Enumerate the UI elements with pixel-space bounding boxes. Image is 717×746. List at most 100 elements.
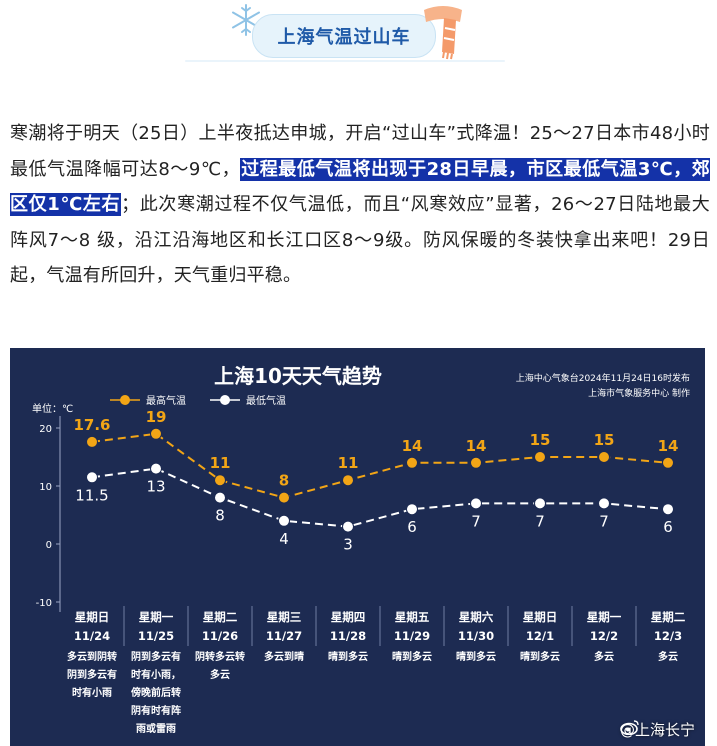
weather-description: 晴到多云 bbox=[392, 650, 432, 663]
data-label-low: 3 bbox=[343, 536, 353, 554]
x-tick-date: 12/3 bbox=[654, 629, 682, 643]
chart-title: 上海10天天气趋势 bbox=[214, 364, 382, 388]
page-title: 上海气温过山车 bbox=[252, 14, 436, 58]
x-tick-weekday: 星期六 bbox=[459, 610, 494, 624]
data-label-low: 7 bbox=[535, 512, 545, 530]
data-point-high bbox=[470, 456, 482, 469]
weather-description: 阴到多云有 bbox=[131, 650, 181, 663]
weather-chart-panel: 上海10天天气趋势 上海中心气象台2024年11月24日16时发布上海市气象服务中… bbox=[10, 348, 705, 746]
data-point-low bbox=[662, 503, 674, 516]
data-label-high: 14 bbox=[658, 437, 679, 455]
data-point-high bbox=[342, 474, 354, 487]
header-divider bbox=[185, 60, 505, 62]
weather-description: 阴到多云有 bbox=[67, 668, 117, 681]
data-point-high bbox=[662, 456, 674, 469]
data-point-high bbox=[86, 435, 98, 448]
weather-description: 晴到多云 bbox=[520, 650, 560, 663]
scarf-icon bbox=[424, 6, 462, 60]
data-label-high: 15 bbox=[594, 431, 615, 449]
weather-description: 晴到多云 bbox=[328, 650, 368, 663]
data-point-high bbox=[214, 474, 226, 487]
weather-description: 多云 bbox=[658, 650, 678, 663]
data-point-low bbox=[342, 520, 354, 533]
weather-description: 多云 bbox=[594, 650, 614, 663]
temperature-chart: 上海10天天气趋势 上海中心气象台2024年11月24日16时发布上海市气象服务中… bbox=[32, 364, 690, 735]
legend-marker bbox=[220, 395, 230, 405]
legend-marker bbox=[120, 395, 130, 405]
data-point-low bbox=[150, 462, 162, 475]
x-tick-weekday: 星期日 bbox=[523, 610, 558, 624]
paragraph-text-before: 寒潮将于明天（25日）上半夜抵达申城，开启“过山车”式降温！25～27日本市48… bbox=[10, 123, 710, 180]
x-tick-date: 11/26 bbox=[202, 629, 238, 643]
watermark: @上海长宁 bbox=[620, 719, 695, 740]
weather-description: 多云到晴 bbox=[264, 650, 304, 663]
x-tick-weekday: 星期五 bbox=[395, 610, 430, 624]
data-label-low: 8 bbox=[215, 507, 225, 525]
y-axis-unit-label: 单位：℃ bbox=[32, 402, 73, 415]
data-point-high bbox=[406, 456, 418, 469]
series-line-low bbox=[91, 467, 669, 528]
weather-description: 时有小雨 bbox=[72, 686, 112, 699]
legend-label: 最高气温 bbox=[146, 394, 186, 407]
series-line-high bbox=[91, 432, 669, 499]
data-point-low bbox=[534, 497, 546, 510]
weather-description: 雨或雷雨 bbox=[136, 722, 176, 735]
data-point-high bbox=[278, 491, 290, 504]
x-tick-date: 11/27 bbox=[266, 629, 302, 643]
data-label-low: 6 bbox=[407, 518, 417, 536]
data-label-low: 4 bbox=[279, 530, 289, 548]
y-tick-label: 20 bbox=[39, 424, 52, 435]
weather-description: 阴有时有阵 bbox=[131, 704, 181, 717]
weather-description: 晴到多云 bbox=[456, 650, 496, 663]
data-label-low: 7 bbox=[471, 512, 481, 530]
data-label-low: 13 bbox=[146, 478, 165, 496]
x-tick-date: 12/1 bbox=[526, 629, 554, 643]
data-label-high: 8 bbox=[279, 472, 289, 490]
weather-description: 傍晚前后转 bbox=[131, 686, 181, 699]
weather-description: 多云 bbox=[210, 668, 230, 681]
data-point-low bbox=[470, 497, 482, 510]
weather-description: 阴转多云转 bbox=[195, 650, 245, 663]
x-tick-weekday: 星期二 bbox=[203, 610, 238, 624]
paragraph-text-after: ；此次寒潮过程不仅气温低，而且“风寒效应”显著，26～27日陆地最大阵风7～8 … bbox=[10, 194, 710, 286]
x-tick-date: 11/24 bbox=[74, 629, 110, 643]
watermark-text: @上海长宁 bbox=[619, 721, 695, 739]
data-point-low bbox=[86, 471, 98, 484]
data-point-low bbox=[406, 503, 418, 516]
data-label-high: 17.6 bbox=[73, 416, 110, 434]
chart-source-line-1: 上海中心气象台2024年11月24日16时发布 bbox=[516, 372, 690, 384]
weather-description: 多云到阴转 bbox=[67, 650, 117, 663]
x-tick-weekday: 星期一 bbox=[587, 610, 622, 624]
x-tick-weekday: 星期二 bbox=[651, 610, 686, 624]
data-point-low bbox=[598, 497, 610, 510]
data-label-high: 19 bbox=[146, 408, 167, 426]
data-point-high bbox=[534, 451, 546, 463]
x-tick-weekday: 星期日 bbox=[75, 610, 110, 624]
data-label-high: 15 bbox=[530, 431, 551, 449]
data-label-high: 14 bbox=[466, 437, 487, 455]
x-tick-date: 11/30 bbox=[458, 629, 494, 643]
data-label-low: 7 bbox=[599, 512, 609, 530]
data-label-low: 11.5 bbox=[75, 486, 108, 504]
y-tick-label: -10 bbox=[36, 598, 52, 609]
weibo-icon bbox=[620, 720, 639, 735]
x-tick-date: 11/25 bbox=[138, 629, 174, 643]
y-tick-label: 10 bbox=[39, 482, 52, 493]
article-paragraph: 寒潮将于明天（25日）上半夜抵达申城，开启“过山车”式降温！25～27日本市48… bbox=[10, 116, 710, 294]
data-point-low bbox=[278, 514, 290, 527]
y-tick-label: 0 bbox=[46, 540, 52, 551]
data-label-high: 11 bbox=[338, 454, 359, 472]
data-point-low bbox=[214, 491, 226, 504]
data-point-high bbox=[150, 427, 162, 440]
x-tick-weekday: 星期三 bbox=[267, 610, 302, 624]
legend-label: 最低气温 bbox=[246, 394, 286, 407]
data-label-low: 6 bbox=[663, 518, 673, 536]
weather-description: 时有小雨， bbox=[131, 668, 181, 681]
x-tick-weekday: 星期四 bbox=[331, 610, 366, 624]
data-label-high: 14 bbox=[402, 437, 423, 455]
x-tick-weekday: 星期一 bbox=[139, 610, 174, 624]
data-point-high bbox=[598, 451, 610, 463]
x-tick-date: 12/2 bbox=[590, 629, 618, 643]
x-tick-date: 11/29 bbox=[394, 629, 430, 643]
chart-source-line-2: 上海市气象服务中心 制作 bbox=[588, 387, 690, 399]
